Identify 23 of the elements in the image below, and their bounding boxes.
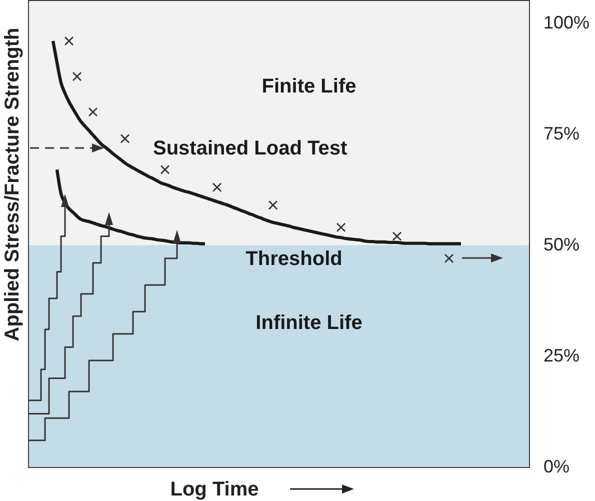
y-tick-label: 0%	[544, 456, 570, 476]
line-series	[51, 39, 463, 246]
point	[444, 254, 454, 264]
point	[64, 36, 74, 46]
point	[88, 107, 98, 117]
point	[120, 134, 130, 144]
band-label: Finite Life	[262, 75, 356, 98]
y-tick-label: 100%	[544, 12, 590, 33]
point	[160, 164, 170, 174]
y-axis-title: Applied Stress/Fracture Strength	[2, 28, 24, 342]
band-label: Infinite Life	[256, 312, 362, 334]
point	[72, 72, 82, 82]
point	[212, 182, 222, 192]
point	[336, 222, 346, 232]
point	[268, 200, 278, 210]
x-axis-title: Log Time	[170, 478, 259, 500]
series-label: Sustained Load Test	[153, 138, 348, 160]
y-tick-label: 75%	[544, 124, 580, 144]
point	[392, 232, 402, 241]
line-series	[55, 168, 207, 246]
y-tick-label: 25%	[544, 346, 580, 366]
y-tick-label: 50%	[544, 234, 580, 255]
annotation: Threshold	[246, 248, 342, 270]
